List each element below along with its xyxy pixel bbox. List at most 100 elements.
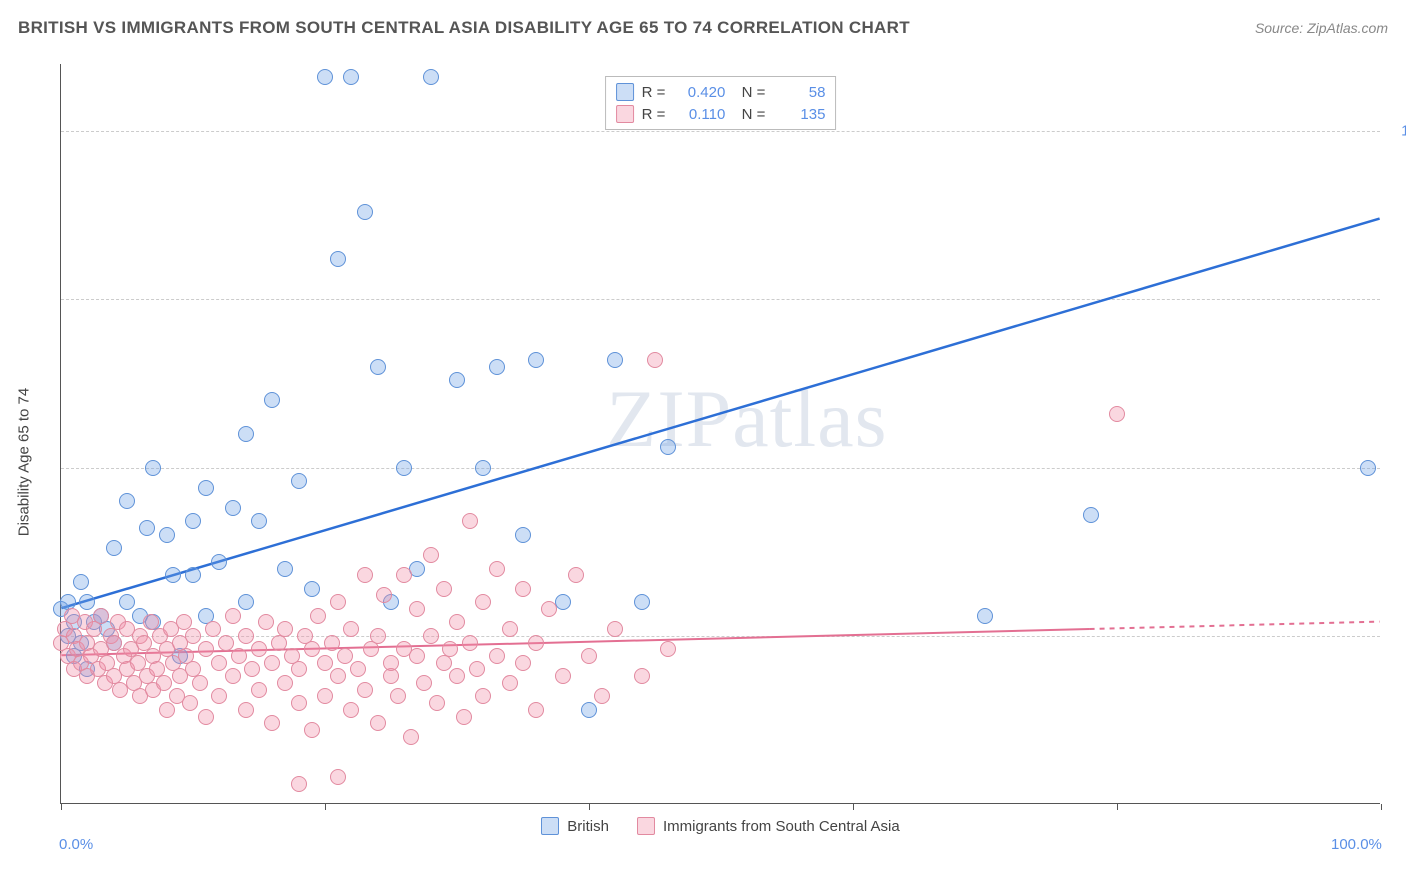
scatter-point [634, 668, 650, 684]
scatter-point [205, 621, 221, 637]
scatter-point [343, 702, 359, 718]
scatter-point [462, 513, 478, 529]
scatter-point [1083, 507, 1099, 523]
scatter-point [139, 520, 155, 536]
x-tick-label-first: 0.0% [59, 836, 93, 853]
scatter-point [185, 513, 201, 529]
scatter-point [343, 621, 359, 637]
scatter-point [119, 594, 135, 610]
scatter-point [416, 675, 432, 691]
scatter-point [370, 628, 386, 644]
scatter-point [317, 69, 333, 85]
swatch-immigrants-icon [616, 105, 634, 123]
stat-n-value: 135 [773, 106, 825, 123]
scatter-point [79, 594, 95, 610]
scatter-point [607, 352, 623, 368]
scatter-point [475, 594, 491, 610]
plot-area: ZIPatlas R = 0.420 N = 58 R = 0.110 N = … [60, 64, 1380, 804]
scatter-point [541, 601, 557, 617]
scatter-point [198, 480, 214, 496]
gridline-horizontal [61, 636, 1380, 637]
scatter-point [357, 204, 373, 220]
scatter-point [528, 352, 544, 368]
scatter-point [310, 608, 326, 624]
scatter-point [647, 352, 663, 368]
legend-label: Immigrants from South Central Asia [663, 818, 900, 835]
scatter-point [442, 641, 458, 657]
scatter-point [403, 729, 419, 745]
stat-r-label: R = [642, 84, 666, 101]
scatter-point [211, 554, 227, 570]
gridline-horizontal [61, 468, 1380, 469]
scatter-point [337, 648, 353, 664]
scatter-point [182, 695, 198, 711]
source-label: Source: ZipAtlas.com [1255, 20, 1388, 36]
scatter-point [211, 688, 227, 704]
x-tick-mark [853, 804, 854, 810]
scatter-point [607, 621, 623, 637]
scatter-point [211, 655, 227, 671]
scatter-point [469, 661, 485, 677]
stat-n-value: 58 [773, 84, 825, 101]
trend-line-extrapolated [1090, 622, 1380, 629]
y-axis-label: Disability Age 65 to 74 [16, 388, 33, 536]
scatter-point [423, 628, 439, 644]
scatter-point [106, 540, 122, 556]
scatter-point [429, 695, 445, 711]
scatter-point [317, 655, 333, 671]
scatter-point [198, 709, 214, 725]
scatter-point [370, 359, 386, 375]
stat-n-label: N = [733, 106, 765, 123]
scatter-point [244, 661, 260, 677]
y-tick-label: 25.0% [1388, 627, 1406, 644]
scatter-point [423, 547, 439, 563]
scatter-point [258, 614, 274, 630]
scatter-point [449, 668, 465, 684]
swatch-british-icon [541, 817, 559, 835]
scatter-point [198, 641, 214, 657]
scatter-point [277, 675, 293, 691]
scatter-point [165, 567, 181, 583]
scatter-point [357, 682, 373, 698]
scatter-point [555, 668, 571, 684]
chart-container: Disability Age 65 to 74 ZIPatlas R = 0.4… [18, 52, 1388, 872]
scatter-point [1109, 406, 1125, 422]
scatter-point [423, 69, 439, 85]
scatter-point [515, 655, 531, 671]
scatter-point [291, 661, 307, 677]
scatter-point [156, 675, 172, 691]
scatter-point [238, 628, 254, 644]
x-tick-mark [61, 804, 62, 810]
scatter-point [330, 769, 346, 785]
y-tick-label: 75.0% [1388, 291, 1406, 308]
scatter-point [528, 702, 544, 718]
x-tick-mark [589, 804, 590, 810]
scatter-point [238, 594, 254, 610]
scatter-point [396, 460, 412, 476]
scatter-point [581, 702, 597, 718]
scatter-point [225, 500, 241, 516]
scatter-point [660, 439, 676, 455]
swatch-british-icon [616, 83, 634, 101]
stat-row-immigrants: R = 0.110 N = 135 [616, 103, 826, 125]
scatter-point [343, 69, 359, 85]
scatter-point [357, 567, 373, 583]
scatter-point [390, 688, 406, 704]
watermark: ZIPatlas [606, 372, 887, 466]
scatter-point [568, 567, 584, 583]
scatter-point [324, 635, 340, 651]
scatter-point [350, 661, 366, 677]
scatter-point [449, 372, 465, 388]
stat-r-value: 0.420 [673, 84, 725, 101]
chart-title: BRITISH VS IMMIGRANTS FROM SOUTH CENTRAL… [18, 18, 910, 38]
scatter-point [383, 655, 399, 671]
scatter-point [1360, 460, 1376, 476]
scatter-point [502, 675, 518, 691]
scatter-point [502, 621, 518, 637]
scatter-point [634, 594, 650, 610]
scatter-point [145, 460, 161, 476]
scatter-point [475, 688, 491, 704]
scatter-point [264, 715, 280, 731]
scatter-point [462, 635, 478, 651]
scatter-point [277, 561, 293, 577]
